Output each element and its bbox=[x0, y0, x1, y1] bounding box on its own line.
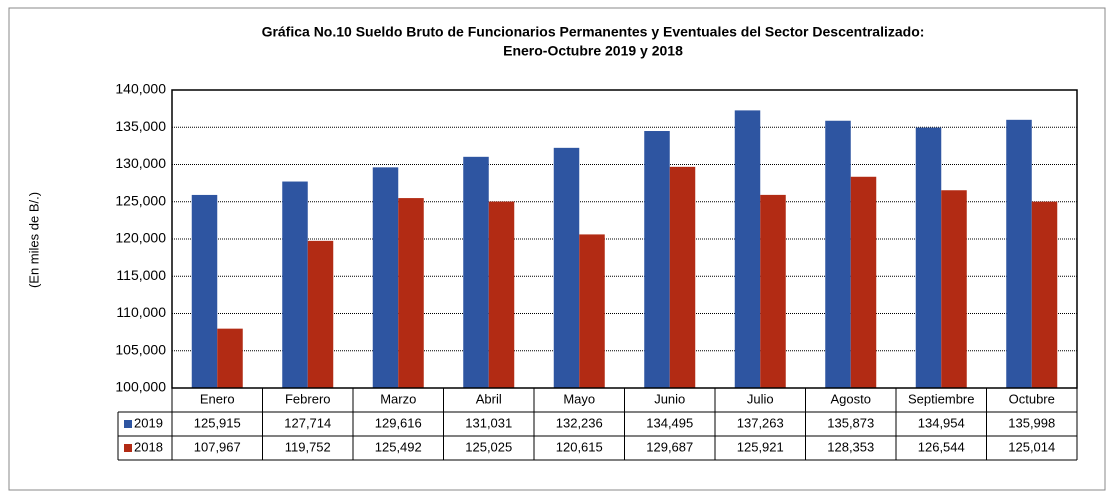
y-tick-label: 140,000 bbox=[115, 81, 166, 97]
bar bbox=[760, 194, 786, 388]
legend-label: 2019 bbox=[134, 415, 163, 430]
bar bbox=[282, 181, 308, 388]
table-value: 131,031 bbox=[465, 415, 512, 430]
table-value: 128,353 bbox=[827, 439, 874, 454]
table-value: 125,921 bbox=[737, 439, 784, 454]
bar bbox=[1006, 119, 1032, 388]
y-tick-label: 125,000 bbox=[115, 192, 166, 208]
table-value: 126,544 bbox=[918, 439, 965, 454]
bar bbox=[850, 176, 877, 388]
bar bbox=[372, 167, 399, 388]
table-value: 137,263 bbox=[737, 415, 784, 430]
table-value: 135,873 bbox=[827, 415, 874, 430]
bar bbox=[734, 110, 761, 388]
x-tick-label: Enero bbox=[200, 391, 235, 406]
chart-title: Gráfica No.10 Sueldo Bruto de Funcionari… bbox=[262, 24, 925, 40]
table-value: 125,025 bbox=[465, 439, 512, 454]
chart-title: Enero-Octubre 2019 y 2018 bbox=[503, 43, 683, 59]
table-value: 129,616 bbox=[375, 415, 422, 430]
bar bbox=[579, 234, 605, 388]
bar bbox=[463, 156, 489, 388]
table-value: 107,967 bbox=[194, 439, 241, 454]
table-value: 119,752 bbox=[285, 439, 331, 454]
x-tick-label: Septiembre bbox=[908, 391, 974, 406]
y-tick-label: 130,000 bbox=[115, 155, 166, 171]
legend-label: 2018 bbox=[134, 439, 163, 454]
y-tick-label: 120,000 bbox=[115, 230, 166, 246]
bar bbox=[488, 201, 515, 388]
legend-swatch bbox=[124, 444, 132, 452]
bar bbox=[191, 194, 218, 388]
y-tick-label: 115,000 bbox=[116, 267, 166, 283]
x-tick-label: Julio bbox=[747, 391, 774, 406]
legend-swatch bbox=[124, 420, 132, 428]
y-tick-label: 135,000 bbox=[115, 118, 166, 134]
x-tick-label: Marzo bbox=[380, 391, 416, 406]
x-tick-label: Abril bbox=[476, 391, 502, 406]
bar bbox=[941, 190, 967, 388]
y-axis-label: (En miles de B/.) bbox=[26, 192, 41, 288]
bar bbox=[217, 328, 243, 388]
table-value: 120,615 bbox=[556, 439, 603, 454]
y-tick-label: 105,000 bbox=[115, 341, 166, 357]
table-value: 125,492 bbox=[375, 439, 422, 454]
bar bbox=[398, 198, 424, 388]
table-value: 134,954 bbox=[918, 415, 965, 430]
table-value: 132,236 bbox=[556, 415, 603, 430]
x-tick-label: Mayo bbox=[563, 391, 595, 406]
table-value: 135,998 bbox=[1008, 415, 1055, 430]
bar bbox=[1031, 201, 1058, 388]
bar bbox=[669, 166, 696, 388]
table-value: 134,495 bbox=[646, 415, 693, 430]
bar bbox=[553, 147, 580, 388]
x-tick-label: Octubre bbox=[1009, 391, 1055, 406]
x-tick-label: Junio bbox=[654, 391, 685, 406]
y-tick-label: 100,000 bbox=[115, 379, 166, 395]
x-tick-label: Agosto bbox=[831, 391, 871, 406]
x-tick-label: Febrero bbox=[285, 391, 331, 406]
table-value: 125,014 bbox=[1008, 439, 1055, 454]
table-value: 127,714 bbox=[284, 415, 331, 430]
y-tick-label: 110,000 bbox=[116, 304, 166, 320]
table-value: 129,687 bbox=[646, 439, 693, 454]
table-value: 125,915 bbox=[194, 415, 241, 430]
bar bbox=[307, 240, 334, 388]
bar bbox=[825, 120, 851, 388]
bar bbox=[915, 127, 942, 388]
bar bbox=[644, 131, 670, 388]
